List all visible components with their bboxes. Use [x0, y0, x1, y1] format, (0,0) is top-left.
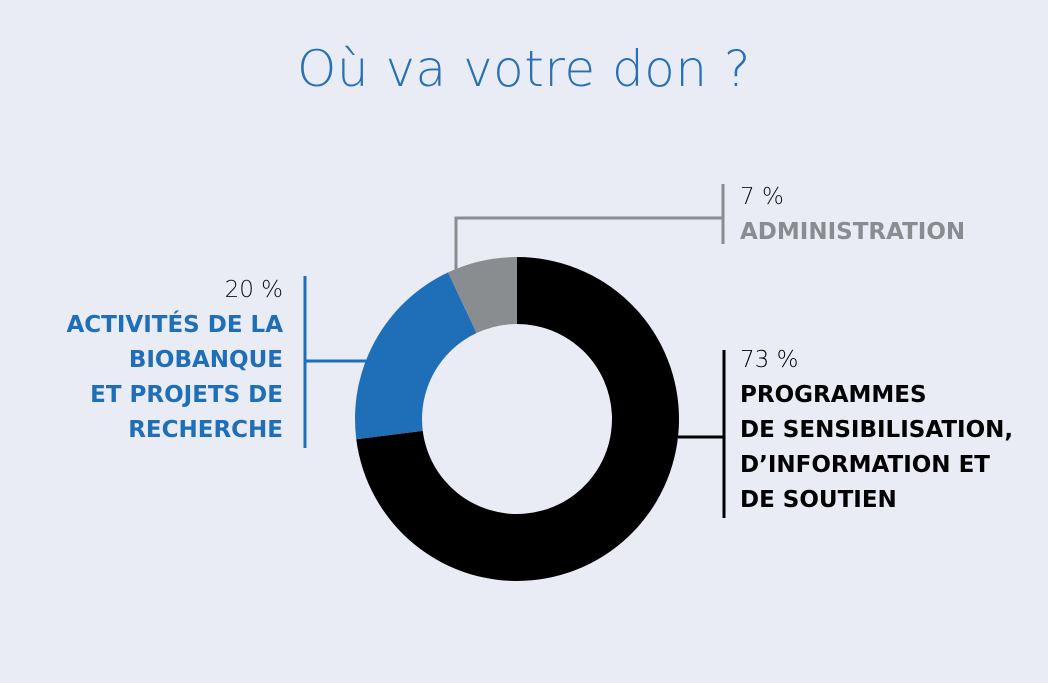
- category-label: ADMINISTRATION: [740, 219, 966, 245]
- label-administration: 7 % ADMINISTRATION: [740, 180, 965, 250]
- label-programmes: 73 % PROGRAMMES DE SENSIBILISATION, D’IN…: [740, 343, 1013, 518]
- value-label: 20 %: [224, 277, 283, 303]
- value-label: 73 %: [740, 347, 799, 373]
- value-label: 7 %: [740, 184, 784, 210]
- category-label-line: DE SOUTIEN: [740, 487, 897, 513]
- category-label-line: DE SENSIBILISATION,: [740, 417, 1014, 443]
- category-label-line: ACTIVITÉS DE LA: [66, 312, 283, 338]
- category-label-line: PROGRAMMES: [740, 382, 927, 408]
- donut-slice-2: [448, 257, 517, 334]
- leader-line-admin: [454, 216, 723, 272]
- donut-slice-0: [356, 257, 679, 582]
- donut-slice-1: [354, 272, 477, 440]
- category-label-line: BIOBANQUE: [128, 347, 283, 373]
- category-label-line: ET PROJETS DE: [90, 382, 283, 408]
- chart-title: Où va votre don ?: [297, 40, 751, 98]
- category-label-line: RECHERCHE: [128, 417, 283, 443]
- label-biobanque: 20 % ACTIVITÉS DE LA BIOBANQUE ET PROJET…: [66, 273, 283, 448]
- category-label-line: D’INFORMATION ET: [740, 452, 990, 478]
